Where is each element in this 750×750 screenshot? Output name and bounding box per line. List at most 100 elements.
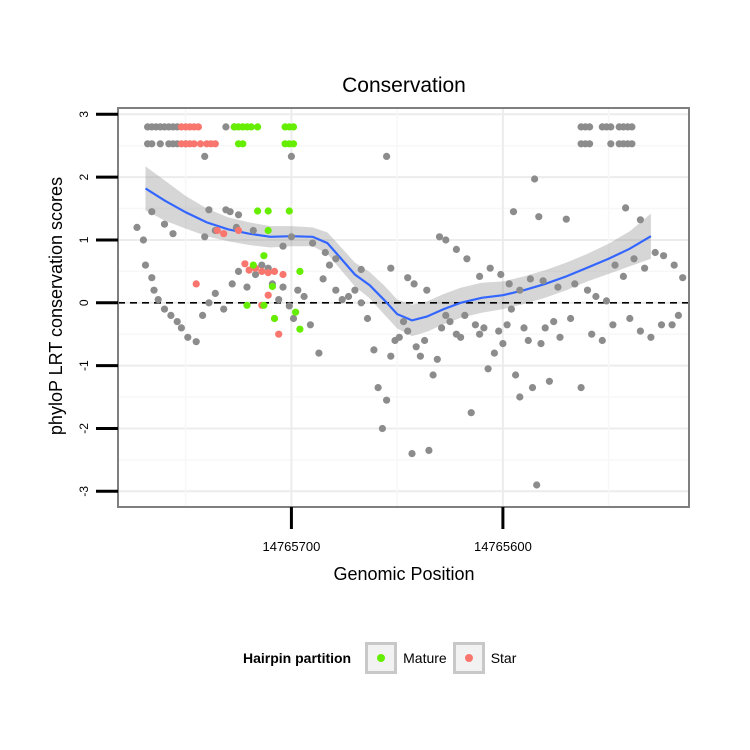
x-axis: 14765700 14765600	[262, 507, 532, 554]
x-tick-label: 14765600	[474, 539, 532, 554]
point-other	[486, 264, 494, 272]
point-other	[154, 296, 162, 304]
point-mature	[296, 325, 304, 333]
point-other	[148, 208, 156, 216]
point-other	[404, 274, 412, 282]
point-other	[586, 123, 594, 131]
point-other	[423, 286, 431, 294]
point-other	[533, 481, 541, 489]
point-other	[526, 275, 535, 283]
point-star	[258, 267, 266, 275]
point-other	[484, 365, 492, 373]
point-other	[177, 324, 185, 332]
point-star	[270, 267, 279, 275]
point-star	[264, 269, 272, 277]
point-other	[300, 292, 308, 301]
point-other	[651, 248, 659, 257]
point-other	[351, 286, 359, 294]
point-other	[611, 261, 619, 269]
point-mature	[268, 282, 276, 291]
point-other	[404, 327, 412, 335]
point-mature	[289, 123, 298, 131]
point-mature	[260, 252, 268, 260]
legend-key-mature	[365, 642, 398, 674]
point-other	[201, 152, 209, 160]
point-other	[344, 292, 353, 301]
point-other	[201, 233, 209, 241]
point-other	[287, 152, 295, 160]
point-other	[586, 140, 594, 148]
point-other	[306, 321, 314, 329]
legend-dot-star	[464, 654, 473, 662]
point-star	[196, 140, 205, 148]
point-other	[251, 270, 260, 279]
point-other	[476, 272, 484, 280]
point-other	[452, 245, 460, 253]
point-other	[505, 280, 513, 288]
point-other	[325, 261, 334, 269]
point-other	[141, 261, 150, 269]
point-other	[234, 267, 243, 275]
point-star	[234, 226, 243, 235]
point-other	[507, 305, 515, 313]
point-other	[461, 311, 469, 319]
point-other	[425, 446, 433, 454]
point-other	[383, 396, 391, 404]
point-other	[167, 311, 175, 319]
point-other	[222, 123, 230, 131]
point-star	[192, 280, 200, 288]
point-other	[412, 343, 420, 351]
point-star	[264, 291, 272, 299]
point-other	[357, 299, 365, 307]
point-other	[433, 355, 441, 363]
y-tick-label: -1	[77, 360, 91, 371]
point-star	[190, 140, 198, 148]
point-other	[476, 330, 484, 338]
point-other	[607, 140, 615, 148]
point-mature	[249, 261, 257, 269]
point-other	[399, 318, 408, 326]
point-other	[321, 248, 329, 257]
point-other	[363, 314, 372, 323]
point-star	[213, 226, 221, 235]
point-other	[156, 140, 164, 148]
confidence-band-area	[145, 166, 651, 337]
point-other	[220, 305, 228, 313]
point-other	[528, 384, 537, 392]
point-other	[160, 305, 169, 313]
point-other	[148, 140, 156, 148]
point-other	[275, 296, 283, 304]
point-other	[205, 299, 213, 307]
point-other	[471, 321, 479, 329]
point-other	[524, 336, 532, 345]
point-other	[583, 286, 592, 294]
point-other	[139, 236, 147, 244]
chart-title: Conservation	[342, 74, 466, 97]
legend-title: Hairpin partition	[243, 650, 352, 666]
point-other	[173, 318, 181, 326]
point-other	[226, 208, 234, 216]
point-other	[619, 272, 628, 280]
point-other	[184, 333, 192, 341]
legend-dot-mature	[377, 654, 386, 662]
point-other	[169, 230, 177, 238]
point-other	[607, 123, 615, 131]
point-mature	[243, 301, 251, 309]
point-other	[387, 264, 395, 272]
point-star	[245, 266, 253, 274]
point-mature	[247, 123, 255, 131]
point-other	[628, 140, 636, 148]
point-other	[332, 255, 340, 263]
point-other	[511, 371, 520, 379]
point-other	[387, 352, 395, 360]
point-other	[636, 216, 645, 224]
point-other	[562, 215, 570, 223]
point-other	[279, 242, 287, 250]
point-mature	[264, 226, 272, 235]
point-star	[194, 123, 202, 131]
point-other	[516, 393, 524, 401]
point-other	[133, 223, 141, 231]
point-other	[622, 204, 630, 212]
point-star	[211, 140, 219, 148]
point-other	[609, 321, 617, 329]
